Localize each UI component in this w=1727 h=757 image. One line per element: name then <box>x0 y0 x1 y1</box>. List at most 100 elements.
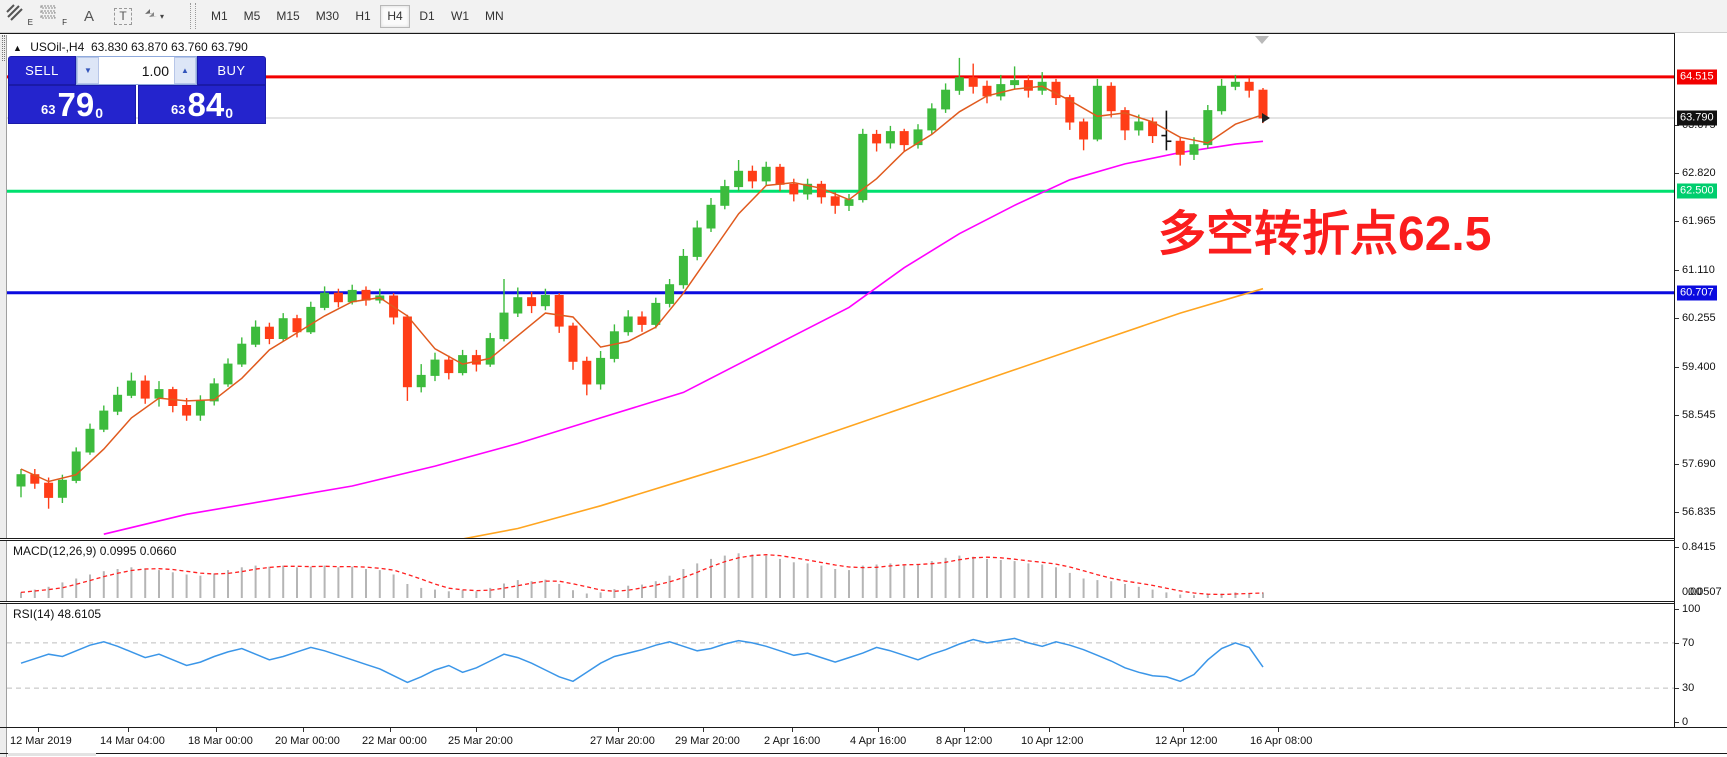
timeframe-button-m1[interactable]: M1 <box>211 9 228 23</box>
candle-body <box>444 359 454 374</box>
candle-body <box>734 170 744 188</box>
time-tick-mark <box>38 728 39 732</box>
time-tick-mark <box>390 728 391 732</box>
text-box-tool-icon[interactable]: T <box>108 4 138 28</box>
text-label-tool-icon[interactable]: A <box>83 7 94 25</box>
volume-input[interactable] <box>99 57 174 84</box>
time-tick-label: 27 Mar 20:00 <box>590 735 655 747</box>
main-chart-pane[interactable] <box>7 35 1674 538</box>
chart-shift-marker-icon[interactable] <box>1255 36 1269 44</box>
price-badge: 63.790 <box>1677 110 1717 126</box>
candle-body <box>471 355 481 365</box>
candle-body <box>1189 144 1199 155</box>
time-axis[interactable]: 12 Mar 2019 14 Mar 04:00 18 Mar 00:00 20 Ma… <box>7 728 1674 753</box>
time-tick-label: 29 Mar 20:00 <box>675 735 740 747</box>
candle-body <box>913 129 923 146</box>
up-triangle-icon: ▲ <box>13 43 22 53</box>
time-tick-mark <box>703 728 704 732</box>
arrows-tool-icon[interactable]: ▾ <box>142 4 180 28</box>
candle-body <box>237 343 247 365</box>
time-tick-label: 12 Mar 2019 <box>10 735 72 747</box>
pane-separator[interactable] <box>0 538 1727 541</box>
sell-price-button[interactable]: 63 79 0 <box>8 85 136 124</box>
axis-tick-mark <box>1675 722 1679 723</box>
candle-body <box>1120 110 1130 131</box>
candle-body <box>1203 110 1213 146</box>
moving-average-line <box>20 85 1264 483</box>
rsi-axis-label: 0 <box>1682 716 1689 728</box>
macd-indicator-pane[interactable] <box>7 541 1674 601</box>
price-tick-label: 58.545 <box>1682 409 1716 422</box>
time-tick-label: 8 Apr 12:00 <box>936 735 993 747</box>
pane-separator[interactable] <box>0 601 1727 604</box>
candle-body <box>1175 140 1185 155</box>
candle-body <box>1010 80 1020 86</box>
buy-price-button[interactable]: 63 84 0 <box>138 85 266 124</box>
candle-body <box>44 482 54 498</box>
time-tick-mark <box>216 728 217 732</box>
candle-body <box>844 199 854 206</box>
sell-button[interactable]: SELL <box>8 56 76 85</box>
horizontal-scrollbar[interactable] <box>8 750 96 756</box>
candle-body <box>568 325 578 362</box>
candle-body <box>996 84 1006 97</box>
candle-body <box>154 389 164 399</box>
timeframe-button-m30[interactable]: M30 <box>315 9 340 23</box>
candle-body <box>692 227 702 257</box>
axis-tick-mark <box>1675 512 1679 514</box>
candle-body <box>57 479 67 498</box>
timeframe-button-m5[interactable]: M5 <box>243 9 261 23</box>
time-tick-mark <box>618 728 619 732</box>
chart-symbol-title: ▲ USOil-,H4 63.830 63.870 63.760 63.790 <box>13 40 248 54</box>
axis-tick-mark <box>1675 269 1679 271</box>
candle-body <box>99 410 109 430</box>
candle-body <box>761 166 771 182</box>
candle-body <box>858 133 868 201</box>
time-tick-mark <box>1049 728 1050 732</box>
time-tick-mark <box>476 728 477 732</box>
candle-body <box>168 389 178 407</box>
window-bottom-border <box>0 753 1727 754</box>
timeframe-button-d1[interactable]: D1 <box>419 9 435 23</box>
main-chart-canvas[interactable] <box>7 35 1674 538</box>
timeframe-button-w1[interactable]: W1 <box>451 9 470 23</box>
rsi-canvas[interactable] <box>7 604 1674 727</box>
price-axis[interactable]: 62.820 61.965 61.110 60.255 59.400 58.545 57.6… <box>1674 33 1727 728</box>
buy-button[interactable]: BUY <box>197 56 266 85</box>
time-tick-label: 16 Apr 08:00 <box>1250 735 1313 747</box>
candle-body <box>527 297 537 307</box>
price-badge: 60.707 <box>1677 285 1717 301</box>
channel-tool-icon[interactable]: E <box>6 4 36 28</box>
rsi-label: RSI(14) 48.6105 <box>13 607 102 621</box>
candle-body <box>1023 80 1033 91</box>
timeframe-button-m15[interactable]: M15 <box>276 9 300 23</box>
macd-canvas[interactable] <box>7 541 1674 601</box>
candle-body <box>251 326 261 345</box>
fibonacci-grid-tool-icon[interactable]: F <box>40 4 70 28</box>
candle-body <box>113 394 123 412</box>
price-tick-label: 61.965 <box>1682 215 1716 228</box>
candle-body <box>678 255 688 286</box>
timeframe-button-h1[interactable]: H1 <box>355 9 371 23</box>
candle-body <box>320 292 330 308</box>
rsi-indicator-pane[interactable] <box>7 604 1674 727</box>
candle-body <box>775 166 785 185</box>
volume-spinner: ▼ ▲ <box>76 56 197 85</box>
timeframe-button-h4[interactable]: H4 <box>380 4 411 28</box>
timeframe-button-mn[interactable]: MN <box>485 9 504 23</box>
time-tick-label: 10 Apr 12:00 <box>1021 735 1084 747</box>
axis-tick-mark <box>1675 642 1679 644</box>
volume-increase-button[interactable]: ▲ <box>174 57 196 84</box>
candle-body <box>140 380 150 399</box>
candle-body <box>651 302 661 325</box>
candle-body <box>789 183 799 195</box>
volume-decrease-button[interactable]: ▼ <box>77 57 99 84</box>
candle-body <box>596 357 606 385</box>
candle-body <box>430 359 440 376</box>
candle-body <box>1217 85 1227 112</box>
axis-tick-mark <box>1675 547 1679 548</box>
time-tick-mark <box>964 728 965 732</box>
candle-body <box>941 89 951 110</box>
axis-tick-mark <box>1675 415 1679 417</box>
time-tick-label: 20 Mar 00:00 <box>275 735 340 747</box>
